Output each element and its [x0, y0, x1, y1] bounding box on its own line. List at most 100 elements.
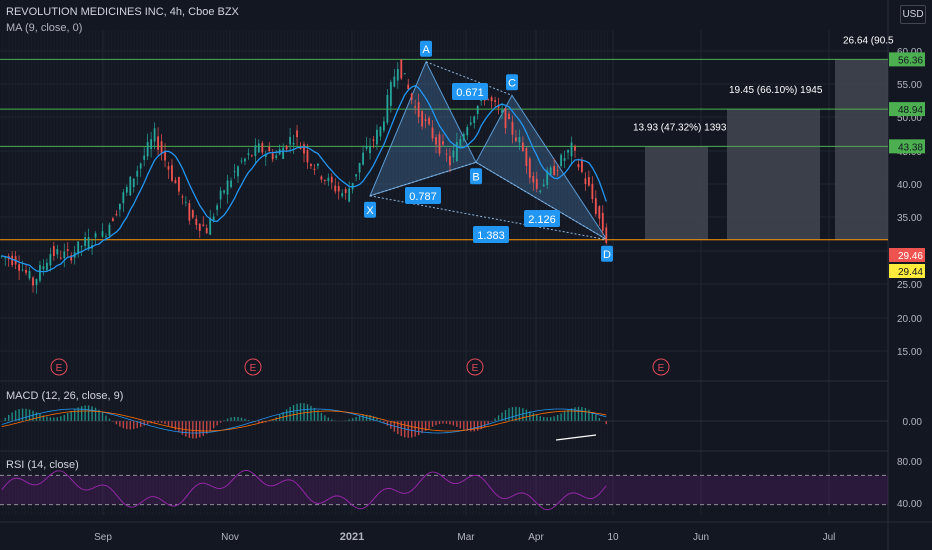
macd-histogram-bar — [414, 421, 416, 437]
volume-stripe — [581, 30, 583, 515]
candle-body — [230, 180, 232, 188]
candle-body — [574, 146, 576, 151]
volume-stripe — [357, 30, 359, 515]
currency-button[interactable]: USD — [900, 5, 926, 24]
volume-stripe — [334, 30, 337, 515]
volume-stripe — [376, 30, 378, 515]
candle-body — [112, 218, 114, 222]
macd-histogram-bar — [226, 418, 229, 421]
candle-body — [508, 113, 510, 119]
rsi-legend[interactable]: RSI (14, close) — [6, 459, 79, 471]
candle-body — [70, 255, 73, 261]
macd-histogram-bar — [303, 403, 305, 421]
candle-body — [581, 159, 583, 172]
current-price-label: 29.46 — [898, 251, 923, 262]
candle-body — [386, 94, 389, 123]
time-axis[interactable]: Sep Nov 2021 Mar Apr 10 Jun Jul — [94, 531, 835, 543]
pattern-point-badge — [364, 201, 376, 218]
candle-body — [452, 150, 455, 158]
candle-body — [372, 139, 375, 141]
volume-stripe — [450, 30, 452, 515]
pattern-point-label: D — [603, 249, 611, 261]
candle-body — [66, 249, 69, 251]
candle-body — [490, 97, 493, 102]
macd-histogram-bar — [501, 412, 503, 421]
macd-histogram-bar — [178, 421, 180, 433]
macd-histogram-bar — [7, 414, 10, 421]
volume-stripe — [85, 30, 87, 515]
volume-stripe — [171, 30, 173, 515]
volume-stripe — [286, 30, 289, 515]
macd-histogram-bar — [518, 407, 521, 421]
macd-histogram-bar — [233, 416, 236, 421]
macd-histogram-bar — [46, 416, 48, 421]
ma-legend[interactable]: MA (9, close, 0) — [6, 22, 83, 34]
volume-stripe — [142, 30, 145, 515]
volume-stripe — [107, 30, 109, 515]
volume-stripe — [434, 30, 436, 515]
ratio-label: 0.671 — [456, 87, 484, 99]
candle-body — [195, 218, 198, 225]
volume-stripe — [248, 30, 250, 515]
candle-body — [257, 143, 260, 153]
macd-histogram-bar — [63, 414, 65, 421]
volume-stripe — [264, 30, 266, 515]
macd-histogram-bar — [80, 406, 83, 421]
volume-stripe — [475, 30, 477, 515]
candle-body — [393, 76, 396, 87]
candle-body — [487, 99, 490, 100]
macd-histogram-bar — [351, 418, 354, 421]
volume-stripe — [456, 30, 458, 515]
volume-stripe — [485, 30, 487, 515]
volume-stripe — [389, 30, 391, 515]
current-price-badge — [889, 248, 925, 262]
macd-legend[interactable]: MACD (12, 26, close, 9) — [6, 390, 124, 402]
volume-stripe — [443, 30, 445, 515]
candle-body — [521, 142, 524, 152]
volume-stripe — [421, 30, 423, 515]
volume-stripe — [181, 30, 183, 515]
level-price-badge — [889, 102, 925, 117]
macd-histogram-bar — [247, 419, 250, 421]
candle-body — [577, 163, 580, 168]
candle-body — [174, 180, 177, 184]
earnings-marker-label: E — [250, 363, 257, 374]
volume-stripe — [354, 30, 356, 515]
candle-body — [504, 108, 507, 129]
volume-stripe — [69, 30, 71, 515]
macd-histogram-bar — [539, 416, 541, 421]
candle-body — [35, 279, 38, 286]
macd-pane — [0, 403, 888, 441]
macd-histogram-bar — [206, 421, 208, 434]
volume-stripe — [114, 30, 116, 515]
rsi-line — [1, 469, 607, 511]
macd-histogram-bar — [223, 420, 225, 421]
candle-body — [237, 166, 239, 177]
candle-body — [226, 180, 229, 195]
candle-body — [160, 141, 163, 154]
candle-body — [233, 171, 236, 173]
volume-stripe — [53, 30, 55, 515]
candle-body — [63, 251, 66, 259]
volume-stripe — [498, 30, 500, 515]
candle-body — [553, 166, 556, 176]
volume-stripe — [392, 30, 394, 515]
price-axis[interactable]: 60.0055.0050.0045.0040.0035.0030.0025.00… — [889, 47, 925, 510]
candle-body — [389, 81, 392, 106]
volume-stripe — [197, 30, 199, 515]
macd-histogram-bar — [153, 421, 156, 423]
macd-histogram-bar — [219, 421, 222, 423]
macd-histogram-bar — [53, 417, 55, 421]
macd-histogram-bar — [574, 407, 576, 421]
macd-histogram-bar — [216, 421, 218, 426]
candle-body — [261, 143, 264, 153]
macd-histogram-bar — [581, 407, 583, 421]
candle-body — [115, 214, 118, 216]
candle-body — [21, 269, 24, 271]
target-boxes: 13.93 (47.32%) 1393 19.45 (66.10%) 1945 26… — [633, 35, 894, 240]
candle-body — [205, 228, 208, 234]
macd-histogram-bar — [369, 415, 371, 421]
volume-stripe — [370, 30, 372, 515]
